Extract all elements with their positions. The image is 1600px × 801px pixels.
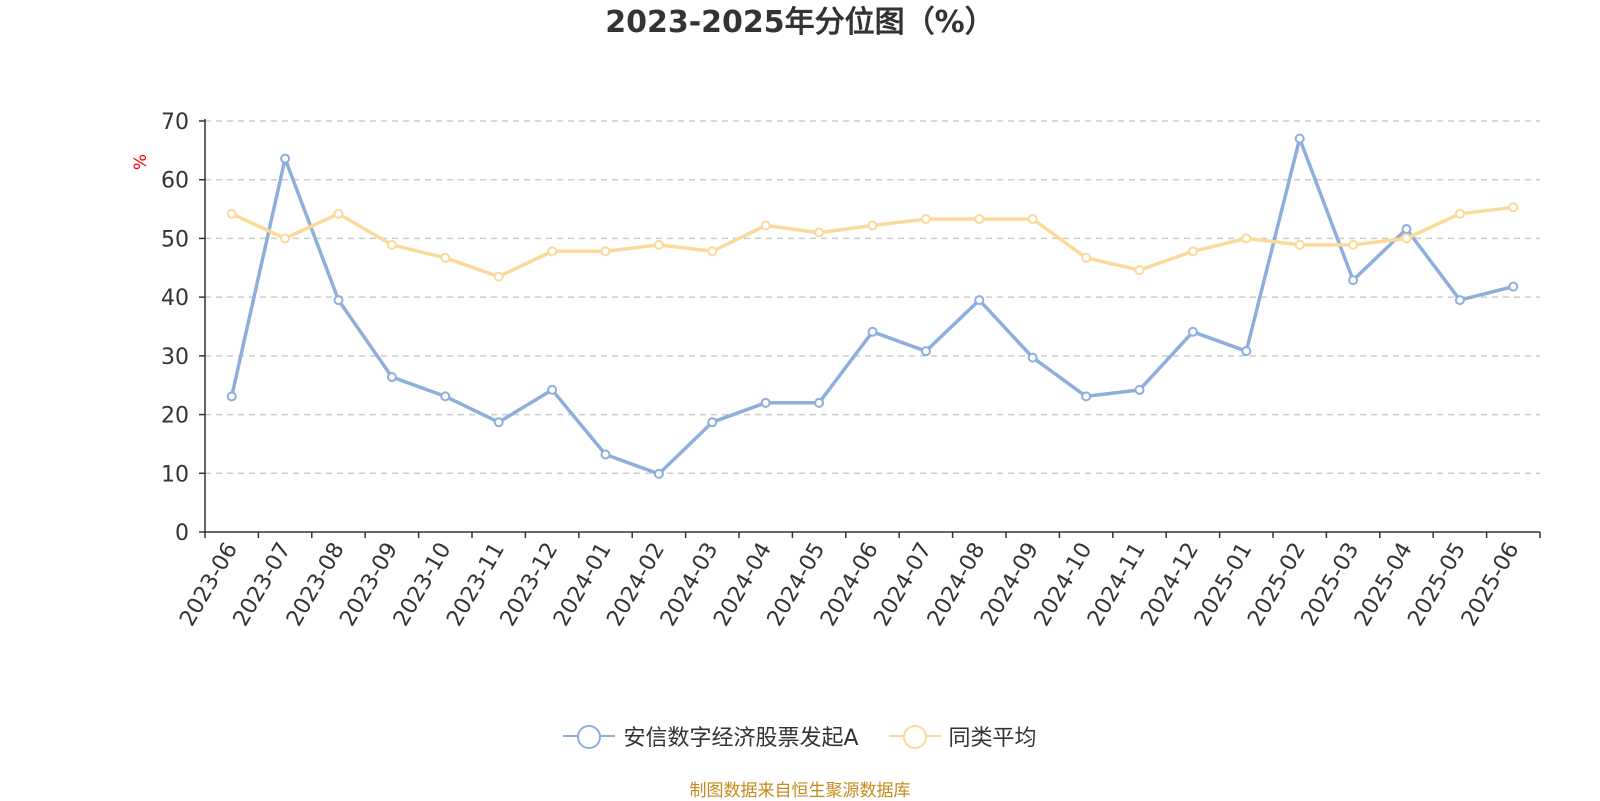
data-point xyxy=(1508,202,1519,213)
data-point xyxy=(1027,214,1038,225)
data-point xyxy=(760,397,771,408)
data-point xyxy=(493,417,504,428)
data-point xyxy=(814,397,825,408)
data-point xyxy=(1134,384,1145,395)
data-point xyxy=(974,295,985,306)
series-lines xyxy=(226,133,1519,479)
data-point xyxy=(814,227,825,238)
series-line xyxy=(229,136,1514,476)
legend-marker-icon xyxy=(888,724,941,749)
legend-item-peer-average[interactable]: 同类平均 xyxy=(888,720,1037,752)
series-line xyxy=(230,205,1514,279)
legend-marker-icon xyxy=(563,724,616,749)
data-point xyxy=(1081,252,1092,263)
data-point xyxy=(760,220,771,231)
y-tick-label: 10 xyxy=(161,462,189,487)
data-point xyxy=(1187,246,1198,257)
y-tick-label: 20 xyxy=(161,404,189,429)
data-point xyxy=(920,346,931,357)
axes: 0102030405060702023-062023-072023-082023… xyxy=(161,110,1541,631)
data-point xyxy=(440,252,451,263)
data-point xyxy=(1454,295,1465,306)
legend: 安信数字经济股票发起A 同类平均 xyxy=(0,720,1600,752)
data-point xyxy=(920,214,931,225)
data-point xyxy=(600,449,611,460)
data-point xyxy=(333,295,344,306)
legend-label: 同类平均 xyxy=(948,726,1037,751)
data-point xyxy=(974,214,985,225)
data-point xyxy=(386,239,397,250)
data-point xyxy=(226,208,237,219)
data-point xyxy=(1401,233,1412,244)
y-axis-unit-label: % xyxy=(131,154,151,170)
data-point xyxy=(547,246,558,257)
data-point xyxy=(280,153,291,164)
data-point xyxy=(653,468,664,479)
data-point xyxy=(1027,352,1038,363)
data-point xyxy=(653,239,664,250)
data-point xyxy=(386,371,397,382)
data-point xyxy=(547,384,558,395)
data-point xyxy=(493,271,504,282)
legend-item-series-a[interactable]: 安信数字经济股票发起A xyxy=(563,720,859,752)
data-point xyxy=(226,391,237,402)
data-point xyxy=(707,417,718,428)
data-point xyxy=(333,208,344,219)
data-point xyxy=(1454,208,1465,219)
y-tick-label: 60 xyxy=(161,169,189,194)
legend-label: 安信数字经济股票发起A xyxy=(623,726,859,751)
data-point xyxy=(1241,346,1252,357)
data-point xyxy=(440,391,451,402)
data-point xyxy=(1134,265,1145,276)
data-point xyxy=(1081,391,1092,402)
data-point xyxy=(1401,224,1412,235)
y-tick-label: 40 xyxy=(161,286,189,311)
y-tick-label: 70 xyxy=(161,110,189,135)
data-point xyxy=(600,246,611,257)
y-tick-label: 0 xyxy=(175,521,189,546)
data-point xyxy=(1187,326,1198,337)
grid-lines xyxy=(205,120,1540,475)
y-tick-label: 50 xyxy=(161,227,189,252)
data-point xyxy=(1348,275,1359,286)
y-tick-label: 30 xyxy=(161,345,189,370)
source-note: 制图数据来自恒生聚源数据库 xyxy=(689,781,911,801)
data-point xyxy=(1241,233,1252,244)
chart-title: 2023-2025年分位图（%） xyxy=(605,5,995,40)
data-point xyxy=(867,326,878,337)
data-point xyxy=(707,246,718,257)
data-point xyxy=(1508,281,1519,292)
data-point xyxy=(280,233,291,244)
data-point xyxy=(1294,239,1305,250)
data-point xyxy=(867,220,878,231)
data-point xyxy=(1294,133,1305,144)
data-point xyxy=(1348,239,1359,250)
